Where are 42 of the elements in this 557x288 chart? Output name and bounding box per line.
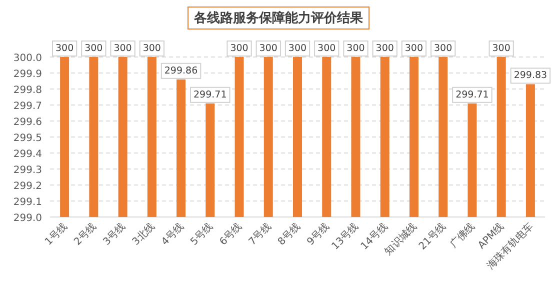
y-tick-label: 299.5	[13, 133, 42, 144]
x-tick-label: 3号线	[100, 220, 128, 248]
x-tick-label: 5号线	[188, 220, 216, 248]
data-label: 300	[55, 43, 74, 54]
data-label: 299.71	[194, 89, 227, 100]
x-tick-label: 6号线	[217, 220, 244, 248]
data-label: 300	[142, 43, 161, 54]
data-label: 300	[84, 43, 103, 54]
y-tick-label: 299.7	[13, 101, 42, 112]
data-label: 299.71	[456, 89, 489, 100]
x-tick-label: 7号线	[246, 220, 274, 248]
y-tick-label: 299.3	[13, 165, 42, 176]
chart-title: 各线路服务保障能力评价结果	[193, 10, 364, 26]
y-tick-label: 299.8	[13, 85, 42, 96]
y-tick-label: 300.0	[13, 53, 42, 64]
x-tick-label: 9号线	[304, 220, 332, 248]
data-label: 300	[404, 43, 424, 54]
x-tick-label: 2号线	[72, 220, 99, 248]
y-tick-label: 299.0	[13, 213, 42, 224]
data-label: 300	[492, 43, 510, 54]
y-tick-label: 299.6	[13, 117, 42, 128]
data-label: 300	[318, 43, 336, 54]
x-tick-label: 3北线	[130, 220, 158, 248]
data-label: 300	[230, 43, 248, 54]
data-label: 299.83	[514, 70, 548, 82]
y-tick-label: 299.2	[13, 181, 42, 192]
x-tick-label: 广佛线	[448, 220, 478, 250]
y-tick-label: 299.4	[13, 149, 42, 160]
data-label: 300	[259, 43, 278, 54]
data-label: 300	[114, 43, 132, 54]
data-label: 299.86	[164, 65, 198, 76]
data-label: 300	[434, 43, 452, 54]
x-tick-label: 21号线	[416, 220, 448, 252]
y-tick-label: 299.9	[13, 69, 42, 80]
data-label: 300	[346, 43, 365, 54]
x-tick-label: 8号线	[275, 220, 303, 248]
x-tick-label: 4号线	[159, 220, 186, 248]
data-label: 300	[288, 43, 307, 54]
data-label: 300	[376, 43, 394, 54]
y-tick-label: 299.1	[13, 197, 42, 208]
x-tick-label: 13号线	[329, 220, 361, 252]
x-tick-label: 1号线	[42, 220, 70, 248]
